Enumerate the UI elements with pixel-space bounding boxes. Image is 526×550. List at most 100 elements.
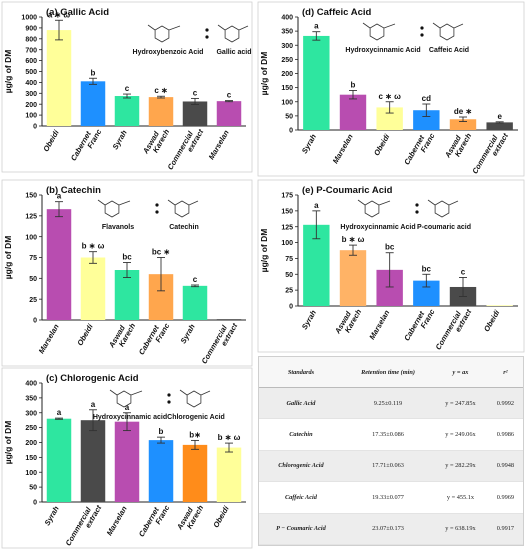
chart-panel-d: (d) Caffeic Acid µg/g of DM 0 50 100 150 200 25…: [257, 1, 525, 177]
significance-label: a: [91, 400, 96, 409]
y-tick-label: 400: [25, 80, 37, 87]
y-tick-label: 0: [33, 124, 37, 131]
y-tick-label: 125: [25, 213, 37, 220]
molecule-bond-icon: [179, 389, 188, 396]
significance-label: b: [159, 427, 164, 436]
bar-aswad-karech: [339, 250, 367, 306]
y-tick-label: 150: [281, 208, 293, 215]
table-cell-standard: Catechin: [259, 418, 343, 451]
significance-label: a: [314, 22, 319, 31]
bullet-icon: [415, 210, 419, 214]
bar-syrah: [303, 35, 330, 130]
bar-syrah: [114, 96, 140, 126]
y-tick-label: 200: [25, 440, 37, 447]
y-tick-label: 25: [29, 297, 37, 304]
molecule-bond-icon: [217, 24, 226, 31]
y-tick-label: 50: [285, 272, 293, 279]
bar-obeidi: [46, 30, 72, 126]
significance-label: c: [227, 91, 232, 100]
panel-frame: [257, 1, 525, 177]
table-header-equation: y = ax: [433, 357, 488, 388]
molecule-ring-icon: [364, 200, 380, 218]
bar-commercial-extract: [182, 101, 208, 126]
bar-cabernet-franc: [148, 440, 174, 502]
table-cell-standard: Caffeic Acid: [259, 481, 343, 514]
molecule-ring-icon: [186, 390, 202, 408]
bullet-icon: [155, 203, 159, 207]
significance-label: de ∗: [454, 107, 472, 116]
molecule-bond-icon: [448, 200, 459, 206]
bar-aswad-karech: [449, 119, 477, 130]
molecule-bond-icon: [238, 25, 249, 31]
molecule-ring-icon: [154, 25, 170, 43]
table-cell-r2: 0.9948: [487, 450, 523, 483]
calibration-table: Standards Retention time (min) y = ax r²…: [259, 357, 523, 546]
y-tick-label: 100: [25, 470, 37, 477]
y-axis-label: µg/g of DM: [3, 50, 13, 94]
table-cell-equation: y = 247.85x: [433, 387, 488, 420]
molecule-bond-icon: [118, 200, 131, 206]
bar-obeidi: [216, 447, 242, 502]
y-tick-label: 50: [29, 276, 37, 283]
table-cell-equation: y = 638.19x: [433, 513, 488, 546]
bullet-icon: [167, 393, 171, 397]
bullet-icon: [155, 210, 159, 214]
y-tick-label: 200: [25, 102, 37, 109]
structure-class-label: Hydroxycinnamic acid: [93, 414, 167, 421]
y-tick-label: 75: [285, 256, 293, 263]
chart-title: (c) Chlorogenic Acid: [46, 373, 139, 384]
y-tick-label: 1000: [21, 15, 37, 22]
molecule-bond-icon: [362, 22, 371, 29]
significance-label: c: [193, 275, 198, 284]
y-tick-label: 900: [25, 26, 37, 33]
table-row: Gallic Acid 9.25±0.119 y = 247.85x 0.999…: [259, 387, 523, 420]
significance-label: bc: [422, 264, 432, 273]
y-tick-label: 100: [281, 240, 293, 247]
y-tick-label: 0: [289, 304, 293, 311]
significance-label: c: [125, 84, 130, 93]
significance-label: b ∗ ω: [82, 242, 105, 251]
chart-panel-a: (a) Gallic Acid µg/g of DM 0 100 200 300 400 50…: [1, 1, 253, 173]
molecule-ring-icon: [224, 25, 240, 43]
y-tick-label: 50: [285, 113, 293, 120]
chart-title: (d) Caffeic Acid: [302, 7, 372, 18]
y-tick-label: 100: [281, 99, 293, 106]
structure-compound-label: Chlorogenic Acid: [167, 414, 225, 421]
y-tick-label: 300: [281, 43, 293, 50]
chart-title: (a) Gallic Acid: [46, 7, 109, 18]
calibration-table-box: Standards Retention time (min) y = ax r²…: [258, 356, 524, 546]
y-tick-label: 25: [285, 288, 293, 295]
bar-cabernet-franc: [80, 81, 106, 126]
molecule-bond-icon: [168, 25, 181, 31]
y-tick-label: 0: [33, 500, 37, 507]
y-tick-label: 400: [25, 381, 37, 388]
molecule-bond-icon: [427, 199, 436, 206]
molecule-bond-icon: [147, 24, 156, 31]
structure-compound-label: Caffeic Acid: [429, 47, 469, 54]
molecule-ring-icon: [116, 390, 132, 408]
molecule-bond-icon: [200, 390, 211, 396]
y-tick-label: 250: [25, 425, 37, 432]
molecule-bond-icon: [188, 200, 199, 206]
bullet-icon: [420, 33, 424, 37]
bar-cabernet-franc: [413, 110, 440, 130]
y-tick-label: 150: [25, 193, 37, 200]
bullet-icon: [420, 26, 424, 30]
table-cell-standard: Gallic Acid: [259, 387, 343, 420]
structure-inset: Hydroxycinnamic acid Chlorogenic Acid: [93, 389, 225, 421]
table-cell-retention: 17.35±0.086: [342, 418, 434, 451]
significance-label: b: [351, 80, 356, 89]
y-tick-label: 0: [33, 318, 37, 325]
y-tick-label: 300: [25, 91, 37, 98]
structure-class-label: Flavanols: [102, 224, 134, 231]
table-row: Caffeic Acid 19.33±0.077 y = 455.1x 0.99…: [259, 481, 523, 514]
table-cell-r2: 0.9917: [487, 513, 523, 546]
table-cell-standard: P − Coumaric Acid: [259, 513, 343, 546]
significance-label: e: [497, 112, 502, 121]
molecule-bond-icon: [432, 22, 441, 29]
significance-label: b ∗ ω: [342, 235, 365, 244]
table-header-row: Standards Retention time (min) y = ax r²: [259, 357, 523, 388]
y-tick-label: 300: [25, 410, 37, 417]
bullet-icon: [205, 35, 209, 39]
